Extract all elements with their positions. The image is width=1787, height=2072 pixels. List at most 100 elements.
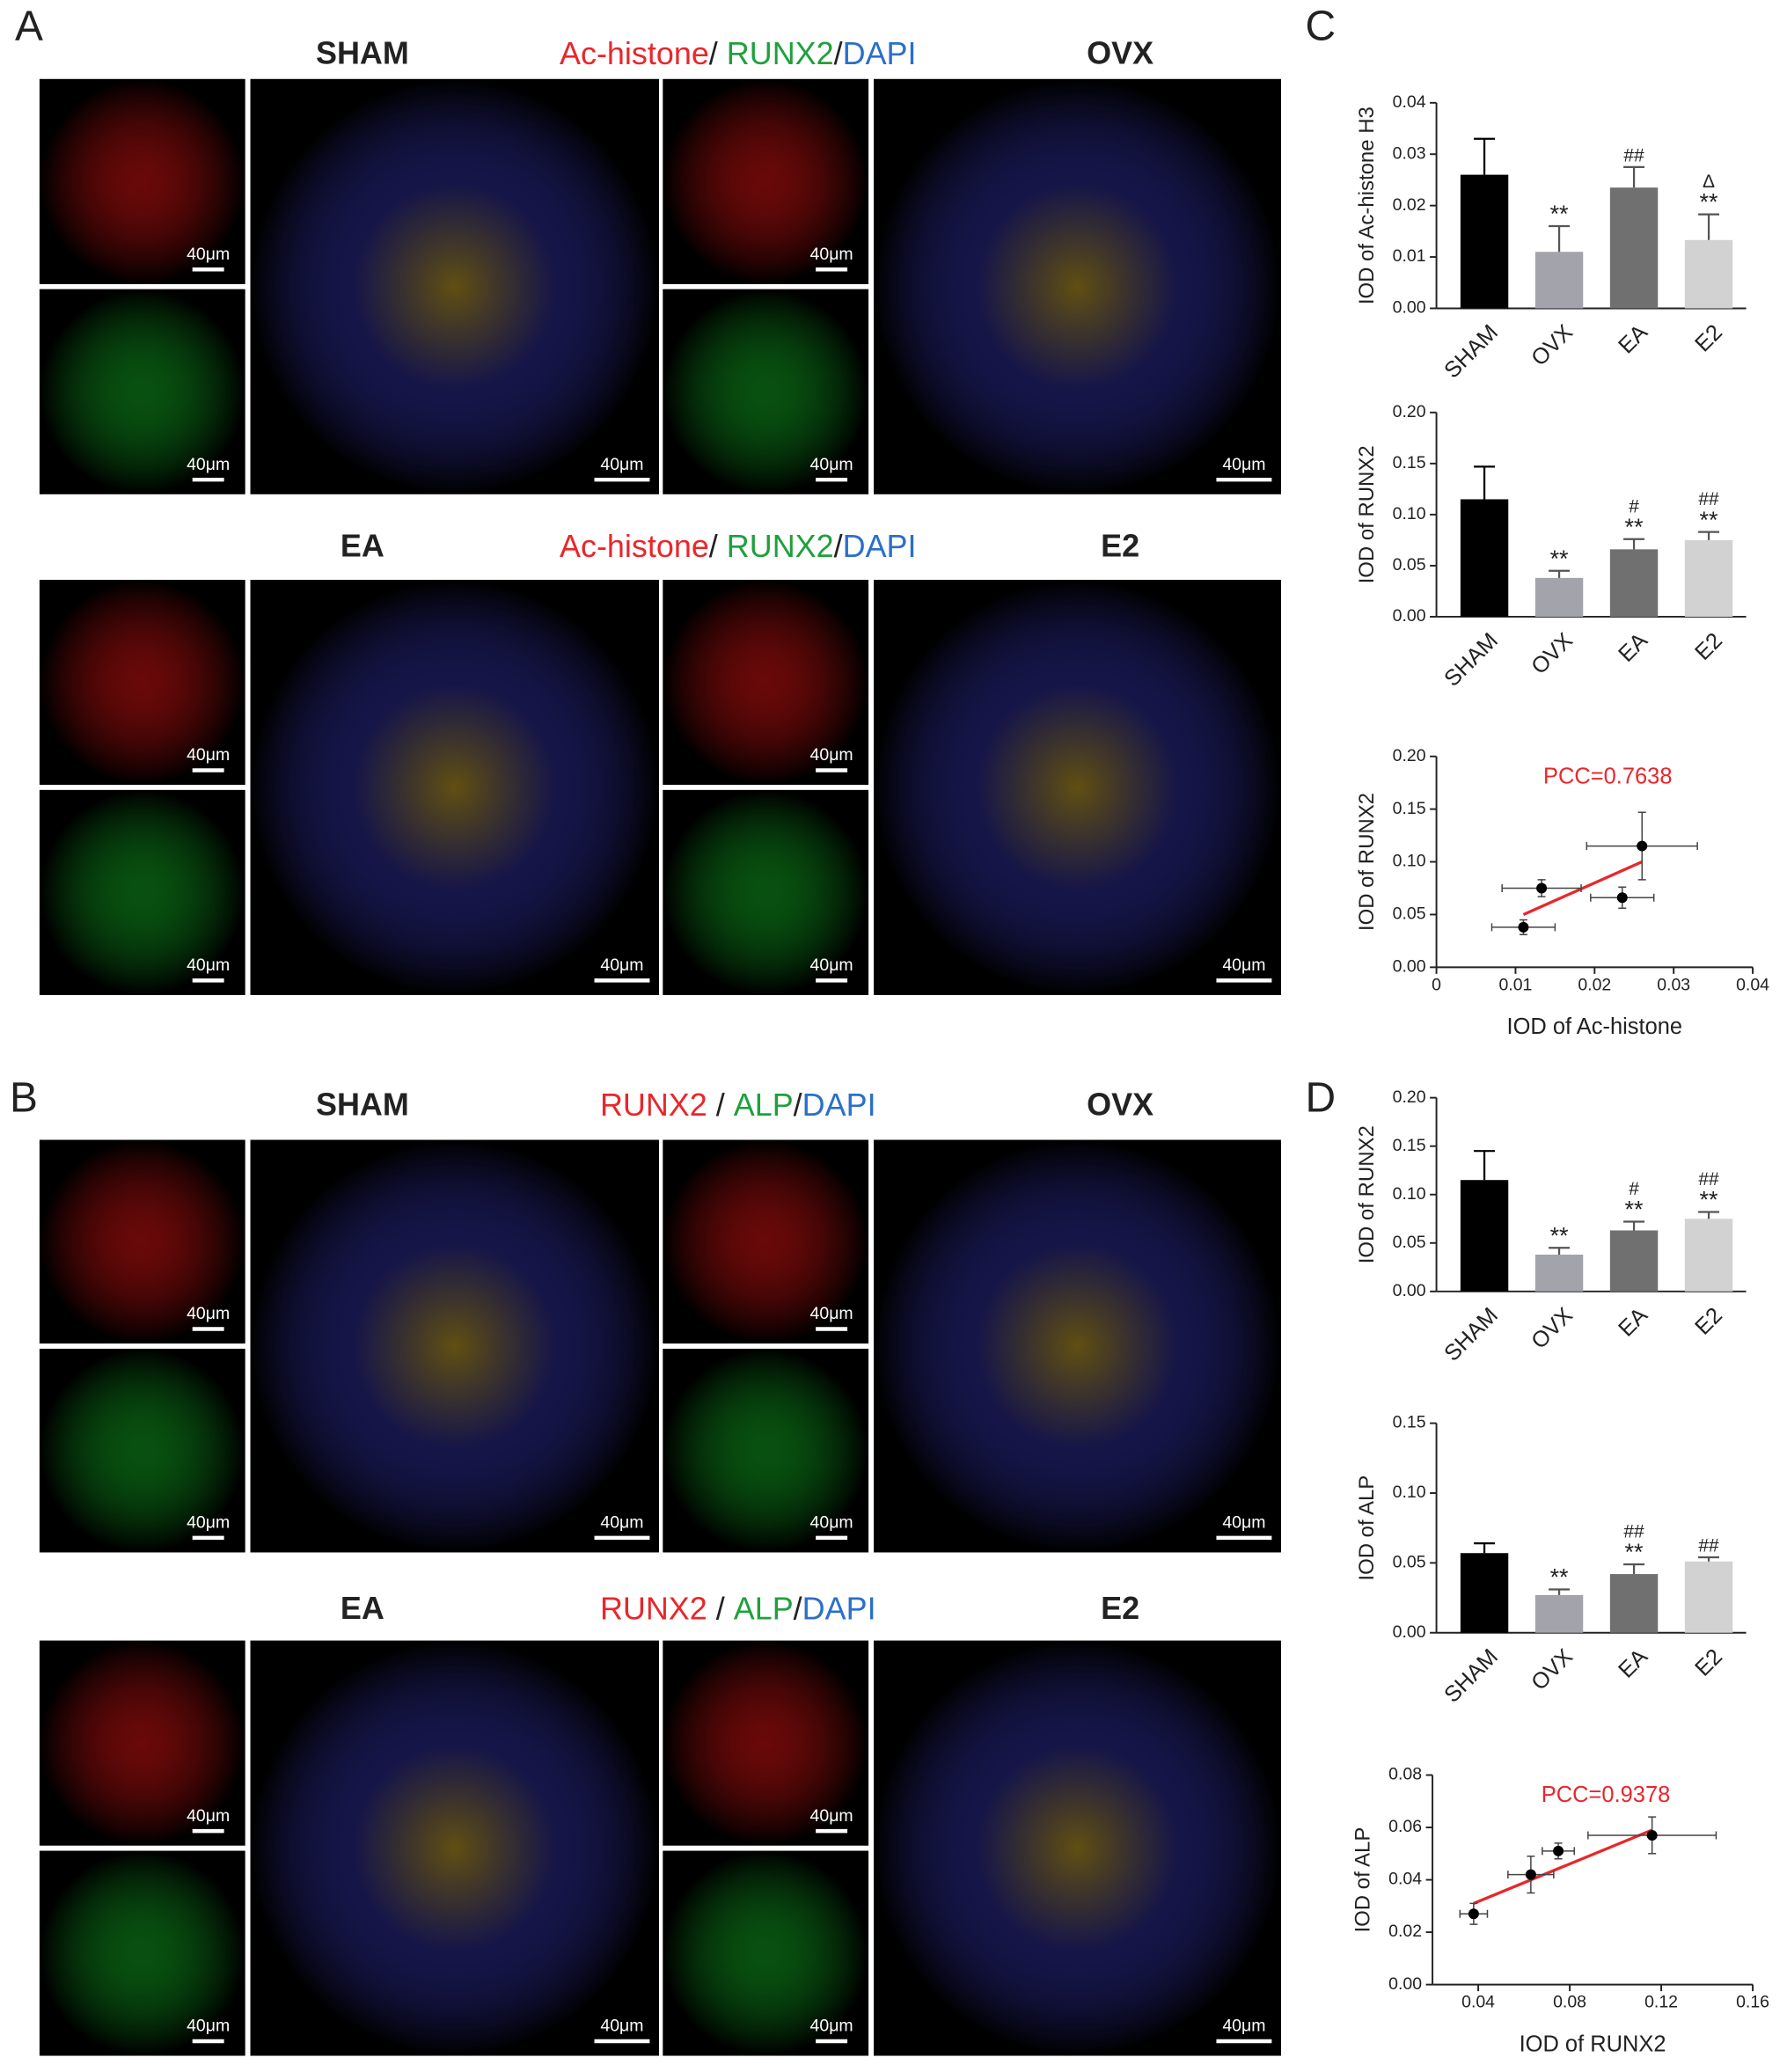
point — [1518, 921, 1529, 933]
group-title: EA — [341, 528, 384, 564]
x-tick-label: E2 — [1690, 320, 1727, 357]
scale-label: 40μm — [1222, 455, 1265, 474]
x-tick-label: OVX — [1527, 628, 1578, 679]
scale-label: 40μm — [187, 745, 230, 765]
x-tick-label: E2 — [1690, 1303, 1727, 1340]
y-tick-label: 0.00 — [1393, 1622, 1426, 1642]
y-tick-label: 0.02 — [1388, 1922, 1422, 1941]
error-bar — [1698, 531, 1720, 540]
scale-label: 40μm — [810, 745, 853, 765]
x-tick-label: 0.16 — [1736, 1993, 1769, 2012]
significance-mark: ** — [1700, 189, 1718, 216]
stain-name: / — [794, 1087, 802, 1123]
bar — [1460, 174, 1509, 309]
significance-mark: ** — [1700, 507, 1718, 533]
error-bar — [1698, 1211, 1720, 1219]
y-tick-label: 0.05 — [1393, 1552, 1426, 1571]
bar — [1534, 1594, 1584, 1633]
group-title: EA — [341, 1590, 384, 1626]
scale-label: 40μm — [187, 1806, 230, 1826]
stain-name: ALP — [734, 1590, 794, 1626]
y-tick-label: 0.15 — [1393, 1413, 1426, 1432]
significance-mark: Δ — [1703, 172, 1715, 192]
scale-label: 40μm — [187, 2017, 230, 2036]
micrograph-signal — [663, 289, 869, 494]
micrograph-signal — [39, 78, 245, 284]
scale-label: 40μm — [600, 955, 643, 975]
micrograph-signal — [39, 1139, 245, 1344]
x-tick-label: 0 — [1432, 975, 1441, 994]
annotation: PCC=0.9378 — [1542, 1783, 1670, 1807]
micrograph-signal — [250, 1640, 659, 2056]
x-tick-label: EA — [1614, 320, 1652, 359]
stain-name: RUNX2 — [727, 34, 834, 70]
stain-name: RUNX2 — [600, 1590, 707, 1626]
micrograph-signal — [663, 580, 869, 785]
significance-mark: ** — [1625, 1539, 1644, 1565]
micrograph-signal — [874, 580, 1281, 995]
micrograph-signal — [250, 580, 659, 995]
panel-letter: A — [15, 4, 43, 50]
micrograph-signal — [250, 78, 659, 494]
scale-label: 40μm — [600, 1513, 643, 1533]
bar — [1684, 539, 1733, 617]
y-tick-label: 0.15 — [1393, 1136, 1426, 1155]
y-tick-label: 0.00 — [1388, 1974, 1422, 1994]
x-tick-label: EA — [1614, 1303, 1652, 1342]
scale-label: 40μm — [187, 955, 230, 975]
group-title: E2 — [1101, 528, 1139, 564]
scale-label: 40μm — [600, 2017, 643, 2036]
significance-mark: ## — [1623, 145, 1644, 165]
significance-mark: ## — [1623, 1522, 1644, 1542]
stain-legend: RUNX2 / ALP/DAPI — [600, 1087, 876, 1123]
stain-name: / — [707, 1087, 734, 1123]
bar — [1684, 1219, 1733, 1292]
stain-legend: Ac-histone/ RUNX2/DAPI — [560, 528, 916, 564]
y-tick-label: 0.20 — [1393, 1087, 1426, 1107]
bar — [1534, 577, 1584, 617]
stain-name: / — [709, 528, 727, 564]
micrograph-signal — [663, 1139, 869, 1344]
significance-mark: ** — [1550, 201, 1569, 227]
micrograph-signal — [663, 1348, 869, 1553]
bar — [1684, 1561, 1733, 1633]
scale-label: 40μm — [1222, 955, 1265, 975]
significance-mark: ** — [1550, 1222, 1569, 1248]
scale-label: 40μm — [810, 955, 853, 975]
stain-name: RUNX2 — [727, 528, 834, 564]
significance-mark: ## — [1698, 489, 1719, 509]
point — [1646, 1829, 1658, 1841]
error-bar — [1474, 465, 1496, 500]
error-bar — [1549, 224, 1571, 253]
y-axis-label: IOD of ALP — [1355, 1475, 1379, 1581]
group-title: SHAM — [316, 34, 409, 70]
x-tick-label: E2 — [1690, 1644, 1727, 1681]
error-bar — [1623, 1220, 1645, 1231]
scale-label: 40μm — [810, 245, 853, 264]
x-tick-label: 0.04 — [1736, 975, 1769, 994]
stain-name: DAPI — [843, 528, 917, 564]
stain-name: Ac-histone — [560, 34, 709, 70]
x-tick-label: SHAM — [1439, 1303, 1503, 1366]
y-tick-label: 0.05 — [1393, 1233, 1426, 1252]
error-bar — [1623, 1563, 1645, 1575]
bar — [1460, 499, 1509, 617]
micrograph-signal — [250, 1139, 659, 1553]
scale-label: 40μm — [1222, 1513, 1265, 1533]
scale-label: 40μm — [600, 455, 643, 474]
x-tick-label: OVX — [1527, 1644, 1578, 1695]
y-axis-label: IOD of ALP — [1351, 1827, 1375, 1933]
micrograph-signal — [663, 789, 869, 995]
stain-name: DAPI — [802, 1087, 876, 1123]
x-tick-label: E2 — [1690, 628, 1727, 665]
y-tick-label: 0.02 — [1393, 195, 1426, 215]
error-bar — [1698, 1556, 1720, 1562]
group-title: OVX — [1087, 34, 1153, 70]
error-bar — [1698, 213, 1720, 240]
annotation: PCC=0.7638 — [1543, 764, 1672, 788]
x-tick-label: EA — [1614, 628, 1652, 667]
y-tick-label: 0.10 — [1393, 852, 1426, 871]
y-tick-label: 0.10 — [1393, 1184, 1426, 1204]
group-title: SHAM — [316, 1087, 409, 1123]
